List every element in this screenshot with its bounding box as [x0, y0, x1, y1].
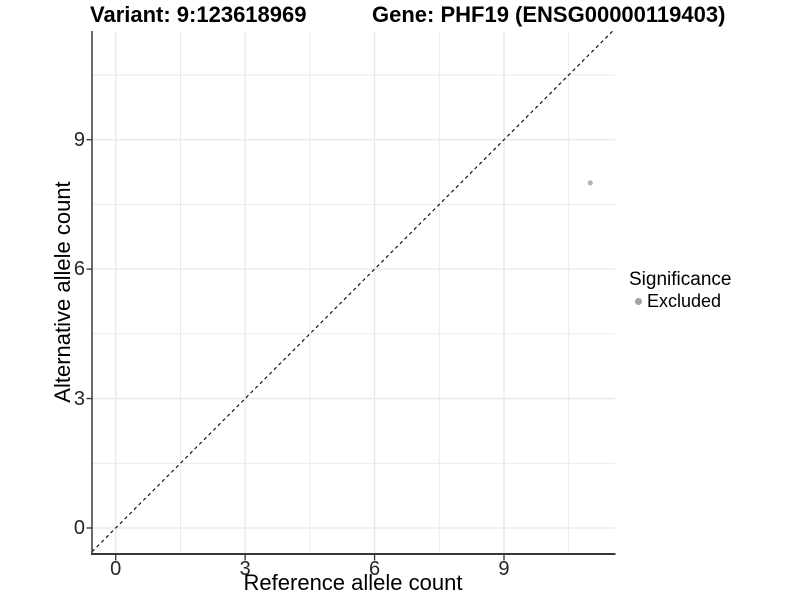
data-point	[587, 180, 593, 186]
x-tick-label: 3	[239, 558, 251, 580]
y-tick-label: 6	[73, 258, 85, 281]
legend-title: Significance	[629, 269, 732, 290]
y-tick-label: 3	[73, 387, 85, 410]
x-tick-label: 9	[498, 558, 510, 580]
x-tick-label: 0	[110, 558, 122, 580]
y-tick-label: 0	[73, 516, 85, 539]
legend: Significance Excluded	[629, 269, 731, 312]
legend-entry-excluded: Excluded	[629, 291, 731, 312]
x-tick-label: 6	[369, 558, 381, 580]
gene-title: Gene: PHF19 (ENSG00000119403)	[372, 2, 726, 27]
variant-title: Variant: 9:123618969	[90, 2, 307, 27]
legend-point-icon	[635, 298, 642, 305]
x-axis-title: Reference allele count	[243, 570, 463, 595]
y-tick-label: 9	[73, 128, 85, 151]
legend-entry-label: Excluded	[647, 291, 722, 311]
y-axis-title: Alternative allele count	[50, 181, 75, 403]
identity-dashed-line	[91, 30, 614, 553]
